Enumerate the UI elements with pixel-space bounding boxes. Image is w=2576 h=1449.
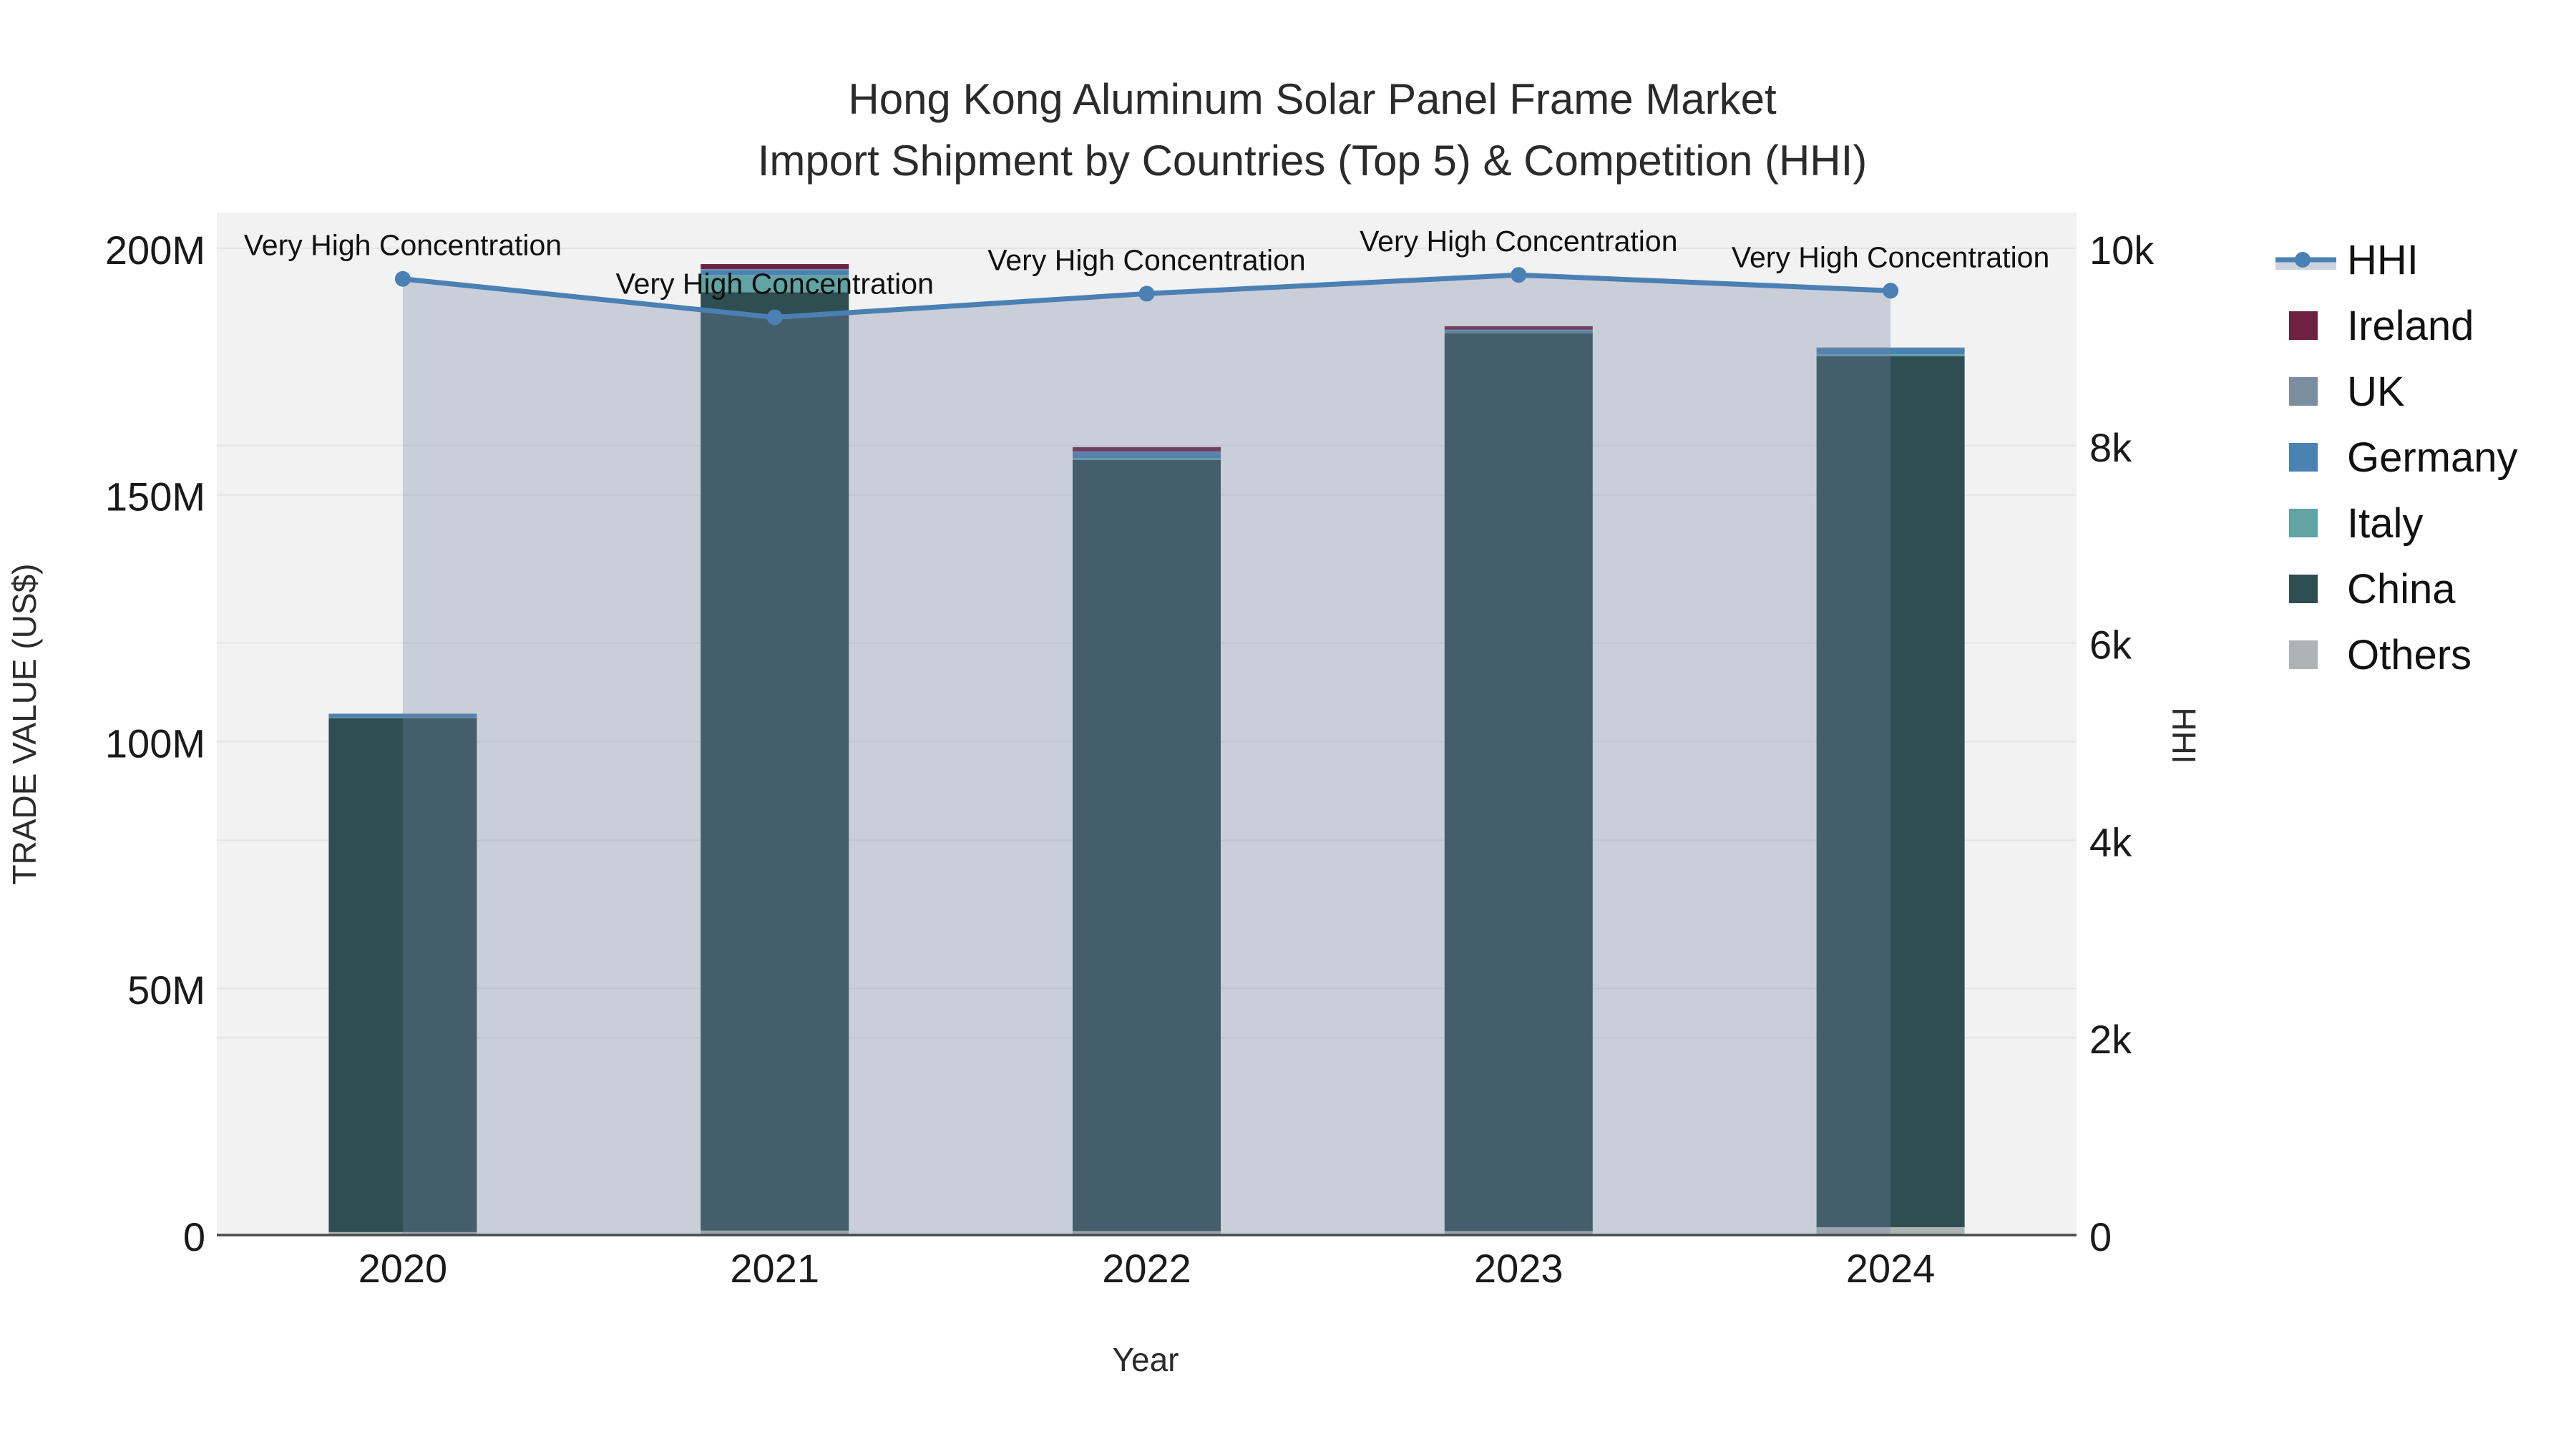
y-axis-title-right: HHI xyxy=(2165,707,2202,764)
hhi-marker-2020 xyxy=(394,270,411,287)
y-tick-right-4k: 4k xyxy=(2089,819,2132,864)
legend-swatch-icon xyxy=(2275,633,2336,676)
bar-segment-italy-2022 xyxy=(1073,458,1221,460)
legend-swatch-icon xyxy=(2275,567,2336,610)
annotation-2023: Very High Concentration xyxy=(1360,225,1677,258)
y-tick-right-2k: 2k xyxy=(2089,1017,2132,1062)
bar-segment-others-2023 xyxy=(1444,1231,1593,1235)
legend-item-china[interactable]: China xyxy=(2275,556,2518,622)
y-tick-right-10k: 10k xyxy=(2089,228,2155,273)
bar-segment-italy-2021 xyxy=(701,275,849,293)
y-tick-left-100M: 100M xyxy=(105,721,205,766)
bar-segment-china-2023 xyxy=(1444,333,1593,1231)
bar-segment-germany-2024 xyxy=(1816,348,1965,355)
legend-color-swatch xyxy=(2289,575,2318,603)
bar-segment-others-2021 xyxy=(701,1230,849,1235)
legend-label: Ireland xyxy=(2347,302,2474,349)
legend-color-swatch xyxy=(2289,509,2318,537)
bar-segment-china-2024 xyxy=(1816,356,1965,1227)
bar-segment-germany-2020 xyxy=(328,713,477,718)
y-tick-left-0: 0 xyxy=(183,1214,205,1259)
bar-segment-others-2020 xyxy=(328,1231,477,1235)
bar-segment-others-2024 xyxy=(1816,1226,1965,1235)
bar-segment-ireland-2023 xyxy=(1444,326,1593,330)
hhi-area-fill xyxy=(402,275,1891,1236)
x-tick-2023: 2023 xyxy=(1474,1246,1563,1291)
legend-color-swatch xyxy=(2289,443,2318,472)
bar-segment-ireland-2021 xyxy=(701,264,849,269)
bar-segment-china-2020 xyxy=(328,718,477,1232)
legend-label: HHI xyxy=(2347,236,2419,283)
legend-item-germany[interactable]: Germany xyxy=(2275,424,2518,490)
legend-item-ireland[interactable]: Ireland xyxy=(2275,293,2518,358)
bar-segment-germany-2023 xyxy=(1444,331,1593,333)
legend-label: UK xyxy=(2347,368,2405,415)
chart-title-line2: Import Shipment by Countries (Top 5) & C… xyxy=(757,137,1868,185)
y-tick-left-200M: 200M xyxy=(105,228,205,273)
annotation-2021: Very High Concentration xyxy=(615,268,933,301)
legend-item-italy[interactable]: Italy xyxy=(2275,490,2518,556)
legend: HHI Ireland UK Germany Italy China Others xyxy=(2275,227,2518,688)
bar-segment-germany-2021 xyxy=(701,270,849,275)
hhi-marker-2024 xyxy=(1883,283,1899,299)
hhi-marker-2022 xyxy=(1138,286,1155,302)
legend-item-others[interactable]: Others xyxy=(2275,622,2518,688)
y-tick-right-6k: 6k xyxy=(2089,623,2132,668)
bar-segment-uk-2020 xyxy=(328,713,477,714)
y-tick-right-0: 0 xyxy=(2089,1214,2112,1259)
x-axis-title: Year xyxy=(1112,1341,1179,1378)
hhi-marker-2021 xyxy=(766,309,783,326)
bar-segment-germany-2022 xyxy=(1073,452,1221,459)
hhi-marker-2023 xyxy=(1511,267,1527,283)
bar-segment-ireland-2022 xyxy=(1073,447,1221,452)
legend-item-hhi[interactable]: HHI xyxy=(2275,227,2518,293)
annotation-2022: Very High Concentration xyxy=(987,243,1305,276)
legend-color-swatch xyxy=(2289,640,2318,669)
x-tick-2022: 2022 xyxy=(1102,1246,1191,1291)
legend-label: Germany xyxy=(2347,434,2518,481)
y-tick-left-50M: 50M xyxy=(127,967,205,1013)
legend-color-swatch xyxy=(2289,311,2318,340)
hhi-line-sample-icon xyxy=(2275,238,2336,281)
legend-swatch-icon xyxy=(2275,436,2336,479)
y-tick-right-8k: 8k xyxy=(2089,425,2132,470)
bar-segment-others-2022 xyxy=(1073,1231,1221,1235)
legend-color-swatch xyxy=(2289,377,2318,406)
chart-title: Hong Kong Aluminum Solar Panel Frame Mar… xyxy=(758,69,1868,192)
annotation-2024: Very High Concentration xyxy=(1732,240,2049,273)
x-tick-2024: 2024 xyxy=(1846,1246,1936,1291)
bar-segment-china-2022 xyxy=(1073,459,1221,1231)
x-tick-2020: 2020 xyxy=(358,1246,448,1291)
y-tick-left-150M: 150M xyxy=(105,474,205,519)
legend-label: Others xyxy=(2347,631,2472,678)
legend-label: China xyxy=(2347,565,2456,613)
bar-segment-uk-2023 xyxy=(1444,329,1593,331)
y-axis-title-left: TRADE VALUE (US$) xyxy=(6,563,43,885)
bar-segment-uk-2021 xyxy=(701,268,849,270)
x-tick-2021: 2021 xyxy=(730,1246,819,1291)
legend-item-uk[interactable]: UK xyxy=(2275,358,2518,424)
annotation-2020: Very High Concentration xyxy=(244,229,562,262)
legend-swatch-icon xyxy=(2275,370,2336,413)
legend-label: Italy xyxy=(2347,499,2424,547)
legend-swatch-icon xyxy=(2275,502,2336,545)
legend-swatch-icon xyxy=(2275,304,2336,347)
bar-segment-china-2021 xyxy=(701,292,849,1231)
bar-segment-italy-2024 xyxy=(1816,354,1965,356)
chart-title-line1: Hong Kong Aluminum Solar Panel Frame Mar… xyxy=(848,75,1777,123)
